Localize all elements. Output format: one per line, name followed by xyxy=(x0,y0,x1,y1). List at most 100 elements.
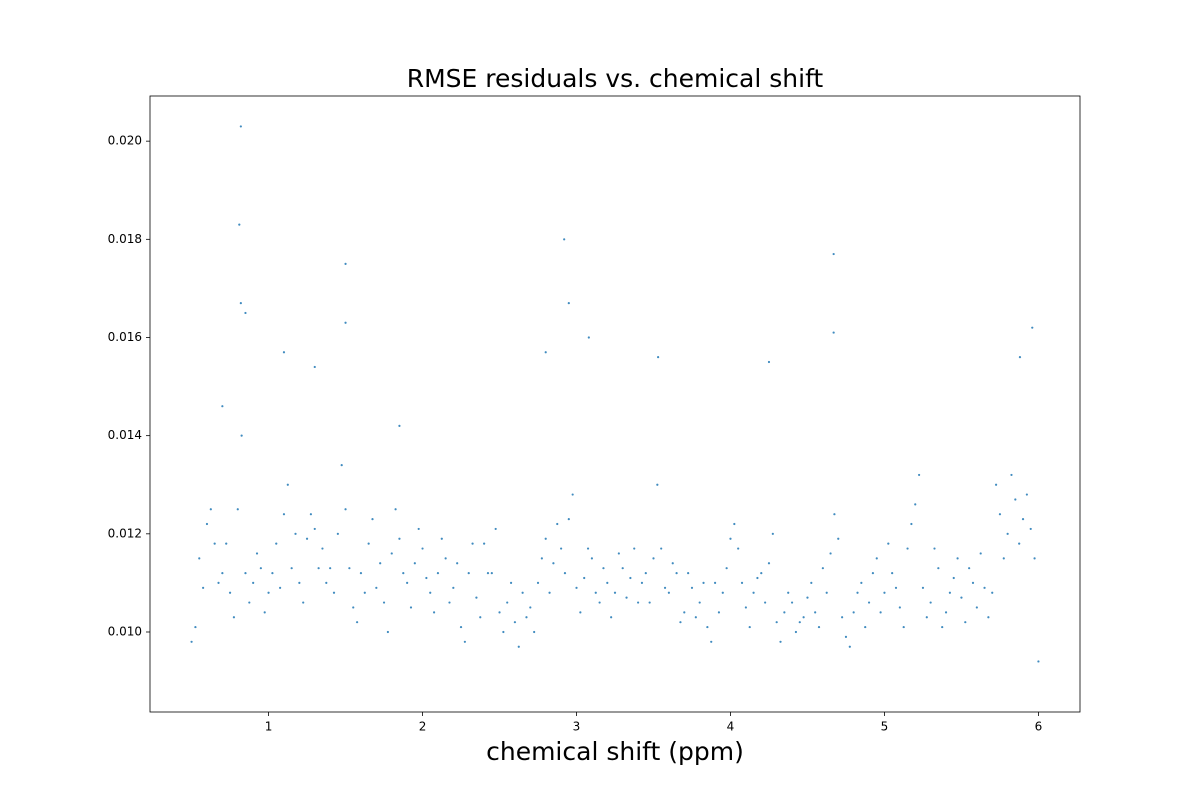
data-point xyxy=(1031,326,1034,329)
data-point xyxy=(263,611,266,614)
data-point xyxy=(910,522,913,526)
data-point xyxy=(937,567,940,570)
data-point xyxy=(421,547,424,550)
data-point xyxy=(690,586,694,589)
x-tick-label: 2 xyxy=(419,720,427,734)
data-point xyxy=(657,356,660,359)
data-point xyxy=(825,591,828,594)
data-point xyxy=(459,625,463,629)
data-point xyxy=(486,571,490,575)
data-point xyxy=(232,616,236,619)
data-point xyxy=(475,596,478,599)
data-point xyxy=(402,571,405,575)
data-point xyxy=(490,571,493,575)
data-point xyxy=(290,567,293,570)
data-point xyxy=(436,571,440,575)
data-point xyxy=(286,483,289,486)
data-point xyxy=(248,601,251,604)
data-point xyxy=(779,640,782,643)
data-point xyxy=(675,571,678,575)
data-point xyxy=(548,591,551,594)
data-point xyxy=(255,552,259,555)
data-point xyxy=(744,606,747,609)
data-point xyxy=(667,591,670,594)
data-point xyxy=(271,571,274,575)
data-point xyxy=(282,351,286,354)
data-point xyxy=(406,581,409,585)
data-point xyxy=(914,503,917,506)
data-point xyxy=(1025,493,1028,496)
data-point xyxy=(706,625,709,629)
data-point xyxy=(898,606,901,609)
data-point xyxy=(883,591,886,594)
data-point xyxy=(832,331,835,334)
x-tick-label: 4 xyxy=(727,720,735,734)
data-point xyxy=(756,576,759,580)
data-point xyxy=(305,537,309,540)
data-point xyxy=(629,576,632,580)
data-point xyxy=(213,542,216,545)
data-point xyxy=(625,596,628,599)
data-point xyxy=(375,586,378,589)
y-tick-label: 0.010 xyxy=(108,624,142,638)
data-point xyxy=(917,473,921,477)
data-point xyxy=(767,562,771,565)
data-point xyxy=(1002,557,1005,560)
x-tick-label: 1 xyxy=(265,720,273,734)
data-point xyxy=(987,616,990,619)
data-point xyxy=(221,405,224,408)
data-point xyxy=(563,238,566,241)
data-point xyxy=(956,557,959,560)
data-point xyxy=(194,625,197,629)
data-point xyxy=(794,630,798,634)
data-point xyxy=(298,581,301,585)
data-point xyxy=(640,581,644,585)
data-point xyxy=(432,611,436,614)
x-tick-label: 3 xyxy=(573,720,581,734)
data-point xyxy=(652,557,655,560)
data-point xyxy=(852,611,855,614)
data-point xyxy=(536,581,540,585)
data-point xyxy=(644,571,647,575)
plot-frame xyxy=(149,95,1081,713)
data-point xyxy=(525,616,528,619)
y-tick-label: 0.012 xyxy=(108,526,142,540)
data-point xyxy=(671,562,674,565)
data-point xyxy=(829,552,832,555)
chart-title: RMSE residuals vs. chemical shift xyxy=(407,64,824,93)
data-point xyxy=(606,581,609,585)
data-point xyxy=(764,601,767,604)
data-point xyxy=(367,542,370,545)
data-point xyxy=(371,518,374,521)
x-axis-label: chemical shift (ppm) xyxy=(486,737,744,766)
y-tick-label: 0.020 xyxy=(108,134,142,148)
data-point xyxy=(267,591,270,594)
data-point xyxy=(390,552,393,555)
data-point xyxy=(321,547,324,550)
data-point xyxy=(429,591,432,594)
data-point xyxy=(968,567,971,570)
data-point xyxy=(355,621,359,624)
data-point xyxy=(379,562,382,565)
data-point xyxy=(440,537,443,540)
data-point xyxy=(340,464,343,467)
data-point xyxy=(448,601,451,604)
data-point xyxy=(567,518,570,521)
data-point xyxy=(867,601,871,604)
data-point xyxy=(971,581,975,585)
data-point xyxy=(694,616,697,619)
data-point xyxy=(513,621,517,624)
data-point xyxy=(790,601,794,604)
data-point xyxy=(602,567,605,570)
data-point xyxy=(767,360,771,364)
data-point xyxy=(833,513,836,516)
data-point xyxy=(238,223,241,226)
data-point xyxy=(463,640,466,643)
data-point xyxy=(494,527,497,531)
data-point xyxy=(775,621,778,624)
data-point xyxy=(748,625,751,629)
data-point xyxy=(1006,532,1009,535)
data-point xyxy=(648,601,651,604)
data-point xyxy=(698,601,701,604)
data-point xyxy=(1037,660,1040,663)
